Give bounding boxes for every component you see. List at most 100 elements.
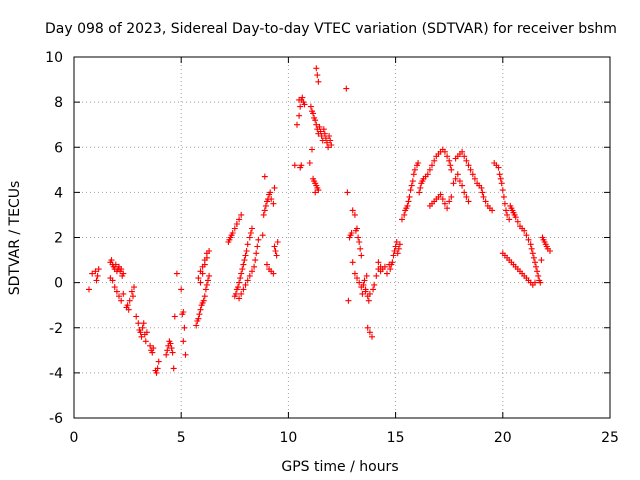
y-tick-label: 8 [54,95,63,111]
data-point [463,193,470,200]
data-point [499,187,506,194]
data-point [309,146,315,153]
data-point [125,306,132,313]
data-point [410,171,417,178]
data-point [235,284,241,291]
data-point [406,193,413,200]
data-point [301,101,308,108]
data-point [237,275,244,282]
data-point [116,293,122,300]
y-tick-label: 4 [54,185,63,201]
y-tick-label: 6 [54,140,63,156]
data-point [195,315,202,322]
data-point [399,216,405,223]
data-point [197,279,204,286]
data-point [93,277,100,284]
data-point [244,241,251,248]
data-point [452,175,459,182]
data-point [271,184,278,191]
data-point [348,230,355,236]
data-point [199,263,206,270]
data-point [497,175,504,182]
data-point [390,252,397,259]
y-tick-label: 10 [45,50,63,66]
data-point [163,351,170,358]
data-point [153,369,160,376]
data-point [401,211,408,218]
data-point [118,266,125,273]
data-point [478,184,485,191]
data-point [306,160,313,166]
data-point [351,211,358,218]
data-point [197,306,204,313]
data-point [310,110,317,117]
data-point [503,207,509,214]
y-tick-label: 0 [54,276,63,292]
data-point [547,248,553,254]
data-point [231,225,238,232]
data-point [465,162,472,169]
data-point [273,252,280,259]
data-point [242,252,249,259]
x-tick-label: 10 [279,430,297,446]
data-point [429,162,435,169]
data-point [361,277,368,284]
data-point [439,196,446,203]
data-point [247,230,254,236]
data-point [154,365,161,372]
data-point [441,148,448,155]
data-point [535,272,542,279]
data-point [196,311,203,318]
data-point [139,324,146,331]
data-point [262,202,269,209]
data-point [384,270,390,277]
data-point [345,297,352,304]
data-point [298,162,305,169]
data-point [238,211,245,218]
y-tick-label: -6 [49,411,63,427]
data-point [167,340,174,347]
data-point [357,245,364,252]
data-point [113,288,120,295]
data-point [523,232,530,239]
data-point [396,241,403,248]
y-tick-label: -2 [49,321,63,337]
data-point [164,347,171,354]
chart-title: Day 098 of 2023, Sidereal Day-to-day VTE… [45,21,617,37]
y-tick-label: -4 [49,366,63,382]
x-tick-label: 0 [70,430,79,446]
data-point [313,65,320,72]
data-point [264,261,270,268]
data-point [130,293,136,300]
data-point [521,227,528,234]
data-point [238,270,245,277]
data-point [297,103,304,110]
data-point [354,225,360,232]
data-point [201,257,208,264]
data-point [260,211,267,218]
data-point [272,248,279,254]
data-point [233,221,240,227]
data-point [327,137,334,144]
data-point [242,281,249,288]
data-point [120,290,127,297]
data-point [479,189,486,196]
data-point [271,243,278,250]
data-point [366,290,373,297]
data-point [360,281,367,288]
data-point [407,187,414,194]
data-point [343,85,350,92]
data-point [312,117,319,124]
data-point [318,133,325,139]
x-axis-label: GPS time / hours [281,459,398,475]
data-point [459,182,466,189]
data-point [205,277,211,284]
data-point [307,103,314,110]
data-point [359,290,366,297]
data-point [249,225,255,232]
data-point [441,200,448,207]
data-point [417,184,424,191]
data-point [448,193,455,200]
data-point [450,180,457,187]
